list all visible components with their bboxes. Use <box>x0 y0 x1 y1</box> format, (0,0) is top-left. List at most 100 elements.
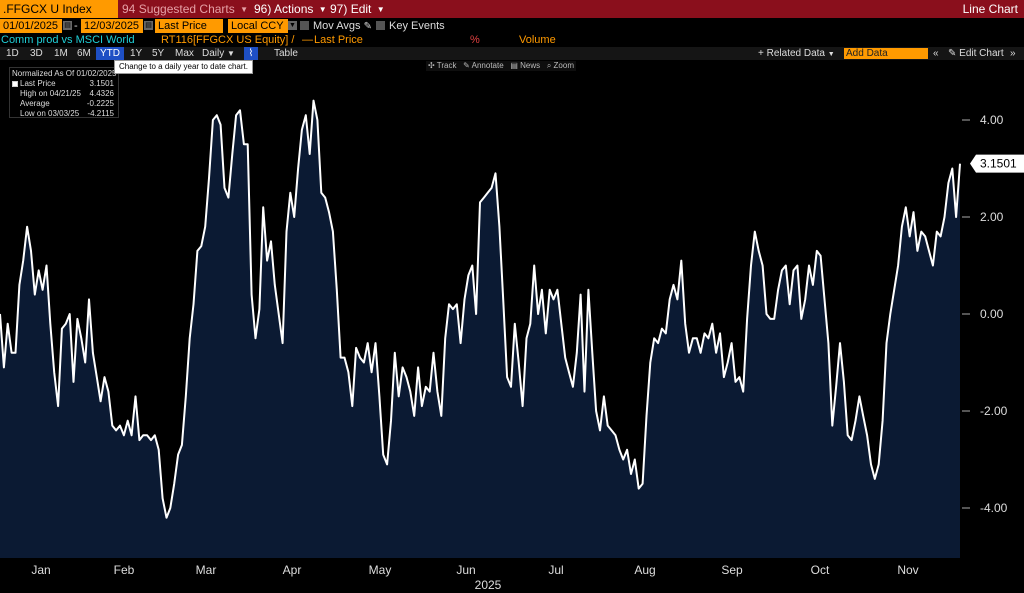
zoom-icon: ⌕ <box>546 61 552 70</box>
range-5y-button[interactable]: 5Y <box>152 48 165 59</box>
track-button[interactable]: ✣ Track <box>428 61 456 70</box>
x-tick-label: Mar <box>196 563 217 577</box>
checkbox-icon <box>300 21 309 30</box>
range-toolbar: 1D 3D 1M 6M YTD 1Y 5Y Max Daily ▼ ⌇ Tabl… <box>0 47 1024 60</box>
caret-down-icon: ▼ <box>827 51 835 58</box>
expand-icon[interactable]: » <box>1010 48 1016 59</box>
range-ytd-button[interactable]: YTD <box>96 47 124 60</box>
series-ref-label: RT116[FFGCX US Equity] / <box>161 34 295 46</box>
related-data-label: Related Data <box>766 48 825 59</box>
currency-select[interactable]: Local CCY <box>228 19 288 33</box>
pencil-icon: ✎ <box>948 48 957 59</box>
price-field-select[interactable]: Last Price <box>155 19 223 33</box>
x-tick-label: Jun <box>456 563 475 577</box>
chevron-down-icon[interactable]: ▼ <box>288 21 297 30</box>
pencil-icon: ✎ <box>363 21 372 32</box>
y-tick-label: 0.00 <box>980 307 1004 321</box>
checkbox-icon <box>376 21 385 30</box>
stat-label: Low on 03/03/25 <box>20 109 80 118</box>
stat-value: 3.1501 <box>89 79 114 88</box>
caret-down-icon: ▼ <box>227 49 235 58</box>
related-data-button[interactable]: + Related Data ▼ <box>758 47 835 60</box>
plot-area[interactable] <box>0 99 961 558</box>
range-6m-button[interactable]: 6M <box>77 48 91 59</box>
edit-chart-label: Edit Chart <box>959 48 1004 59</box>
series-line[interactable] <box>0 99 961 519</box>
series-swatch-icon <box>12 81 18 87</box>
x-tick-label: Jul <box>548 563 563 577</box>
last-value-label: 3.1501 <box>980 157 1017 171</box>
caret-down-icon: ▼ <box>240 5 249 14</box>
end-date-field[interactable]: 12/03/2025 <box>81 19 143 33</box>
line-chart-icon[interactable]: ⌇ <box>244 47 258 60</box>
edit-chart-button[interactable]: ✎ Edit Chart <box>948 47 1004 60</box>
suggested-charts-menu[interactable]: 94 Suggested Charts ▼ <box>122 0 248 18</box>
collapse-icon[interactable]: « <box>933 48 939 59</box>
legend-line-icon: — <box>302 34 313 46</box>
zoom-label: Zoom <box>553 61 574 70</box>
x-year-label: 2025 <box>475 578 502 592</box>
x-tick-label: Sep <box>721 563 743 577</box>
zoom-button[interactable]: ⌕ Zoom <box>547 61 574 70</box>
stat-value: -0.2225 <box>86 99 114 108</box>
stat-value: -4.2115 <box>87 109 114 118</box>
actions-num: 96) <box>254 2 272 16</box>
y-axis-panel <box>960 60 1024 558</box>
percent-label: % <box>470 34 480 46</box>
calendar-icon[interactable]: ▤ <box>144 21 153 30</box>
news-label: News <box>520 61 541 70</box>
last-price-legend: Last Price <box>314 34 363 46</box>
key-events-toggle[interactable]: Key Events <box>376 19 445 33</box>
range-1y-button[interactable]: 1Y <box>130 48 143 59</box>
actions-menu[interactable]: 96) Actions ▼ <box>254 0 327 18</box>
news-button[interactable]: ▤ News <box>510 61 540 70</box>
y-tick-label: -4.00 <box>980 501 1008 515</box>
date-separator: - <box>74 20 78 32</box>
spacer-icon <box>12 111 18 117</box>
actions-label: Actions <box>274 2 314 16</box>
stat-label: High on 04/21/25 <box>20 89 81 98</box>
start-date-field[interactable]: 01/01/2025 <box>0 19 62 33</box>
annotate-label: Annotate <box>471 61 504 70</box>
ytd-tooltip: Change to a daily year to date chart. <box>114 60 253 74</box>
edit-label: Edit <box>350 2 372 16</box>
crosshair-icon: ✣ <box>428 61 435 70</box>
table-button[interactable]: Table <box>274 48 298 59</box>
stat-label: Average <box>20 99 50 108</box>
suggested-charts-num: 94 <box>122 2 136 16</box>
mov-avgs-toggle[interactable]: Mov Avgs ✎ <box>300 19 372 33</box>
edit-menu[interactable]: 97) Edit ▼ <box>330 0 385 18</box>
stat-label: Last Price <box>20 79 56 88</box>
x-tick-label: Oct <box>811 563 830 577</box>
volume-legend: Volume <box>519 34 556 46</box>
stat-high: High on 04/21/25 4.4326 <box>12 89 116 99</box>
spacer-icon <box>12 101 18 107</box>
range-3d-button[interactable]: 3D <box>30 48 43 59</box>
settings-bar: 01/01/2025 ▤ - 12/03/2025 ▤ Last Price L… <box>0 19 1024 33</box>
frequency-select[interactable]: Daily ▼ <box>202 47 235 60</box>
track-label: Track <box>436 61 457 70</box>
spacer-icon <box>12 91 18 97</box>
stats-legend[interactable]: Normalized As Of 01/02/2025 Last Price 3… <box>9 67 119 118</box>
edit-num: 97) <box>330 2 348 16</box>
y-tick-label: 2.00 <box>980 210 1004 224</box>
ticker-field[interactable]: .FFGCX U Index <box>0 0 118 18</box>
x-axis: Jan Feb Mar Apr May Jun Jul Aug Sep Oct Nov 2025 <box>31 563 918 592</box>
range-1d-button[interactable]: 1D <box>6 48 19 59</box>
stat-average: Average -0.2225 <box>12 99 116 109</box>
x-tick-label: Jan <box>31 563 50 577</box>
range-max-button[interactable]: Max <box>175 48 194 59</box>
plus-icon: + <box>758 48 764 59</box>
mov-avgs-label: Mov Avgs <box>313 20 361 32</box>
range-1m-button[interactable]: 1M <box>54 48 68 59</box>
series-area-fill <box>0 100 960 558</box>
title-bar: .FFGCX U Index 94 Suggested Charts ▼ 96)… <box>0 0 1024 18</box>
calendar-icon[interactable]: ▤ <box>63 21 72 30</box>
y-axis: 4.00 2.00 0.00 -2.00 -4.00 3.1501 <box>962 113 1024 515</box>
normalized-note: Normalized As Of 01/02/2025 <box>12 69 117 78</box>
annotate-button[interactable]: ✎ Annotate <box>463 61 504 70</box>
add-data-input[interactable]: Add Data <box>844 48 928 59</box>
last-value-badge <box>970 154 1024 173</box>
y-tick-label: 4.00 <box>980 113 1004 127</box>
